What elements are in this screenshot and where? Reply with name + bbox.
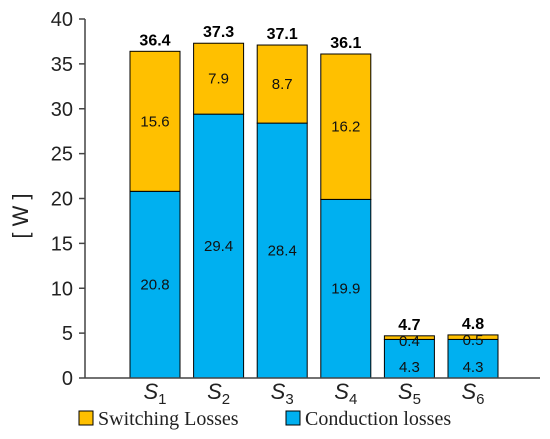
legend-item: Conduction losses (285, 408, 451, 430)
bar-segment-switching (193, 42, 245, 115)
bar-group: 4.3 0.54.8 (447, 316, 499, 379)
legend-swatch (78, 410, 94, 426)
bar-group: 4.3 0.44.7 (383, 317, 435, 379)
y-tick-label: 35 (51, 54, 73, 76)
data-label-conduction: 4.3 (463, 359, 484, 376)
bar-segment-switching (256, 44, 308, 124)
bar-group: 28.4 8.7 37.1 (256, 26, 308, 379)
y-tick-label: 20 (51, 189, 73, 211)
data-label-conduction: 20.8 (140, 277, 169, 294)
data-label-total: 4.8 (462, 316, 484, 333)
legend: Switching Losses Conduction losses (78, 408, 451, 430)
bars: 20.8 15.6 36.4 29.4 7.9 37.3 28.4 8.7 37.1 19.9 16… (129, 24, 499, 379)
bar-segment-conduction (256, 122, 308, 379)
legend-item: Switching Losses (78, 408, 239, 430)
y-tick-label: 10 (51, 278, 73, 300)
bar-segment-conduction (383, 338, 435, 379)
y-axis: 0 5 10 15 20 25 30 35 40 (51, 9, 86, 390)
bar-segment-switching (320, 53, 372, 200)
x-tick-label: S1 (143, 379, 166, 408)
data-label-switching: 8.7 (272, 76, 293, 93)
data-label-conduction: 4.3 (399, 359, 420, 376)
bar-segment-switching (447, 334, 499, 340)
legend-swatch (285, 410, 301, 426)
y-tick-label: 5 (62, 323, 73, 345)
data-label-switching: 15.6 (140, 113, 169, 130)
x-tick-label: S4 (334, 379, 357, 408)
data-label-total: 37.3 (203, 24, 234, 41)
x-axis: S1 S2 S3 S4 S5 S6 (85, 377, 540, 408)
data-label-conduction: 29.4 (204, 238, 233, 255)
data-label-switching: 7.9 (208, 71, 229, 88)
x-tick-label: S5 (398, 379, 421, 408)
x-tick-label: S2 (207, 379, 230, 408)
bar-segment-conduction (447, 338, 499, 379)
data-label-total: 36.1 (330, 35, 361, 52)
data-label-total: 36.4 (139, 32, 170, 49)
legend-label: Conduction losses (305, 408, 451, 430)
y-tick-label: 0 (62, 368, 73, 390)
bar-group: 20.8 15.6 36.4 (129, 32, 181, 379)
bar-segment-conduction (320, 198, 372, 379)
data-label-switching: 0.4 (399, 333, 420, 350)
data-label-switching: 16.2 (331, 119, 360, 136)
y-tick-label: 30 (51, 99, 73, 121)
bar-group: 29.4 7.9 37.3 (193, 24, 245, 379)
data-label-total: 4.7 (398, 317, 420, 334)
x-tick-label: S6 (461, 379, 484, 408)
data-label-conduction: 28.4 (268, 243, 297, 260)
legend-label: Switching Losses (98, 408, 239, 430)
data-label-total: 37.1 (267, 26, 298, 43)
bar-group: 19.9 16.2 36.1 (320, 35, 372, 379)
bar-segment-switching (383, 335, 435, 340)
y-axis-label: [ W ] (8, 193, 33, 238)
data-label-switching: 0.5 (463, 332, 484, 349)
y-tick-label: 40 (51, 9, 73, 31)
x-tick-label: S3 (271, 379, 294, 408)
y-tick-label: 15 (51, 233, 73, 255)
data-label-conduction: 19.9 (331, 281, 360, 298)
y-tick-label: 25 (51, 144, 73, 166)
bar-segment-switching (129, 50, 181, 192)
